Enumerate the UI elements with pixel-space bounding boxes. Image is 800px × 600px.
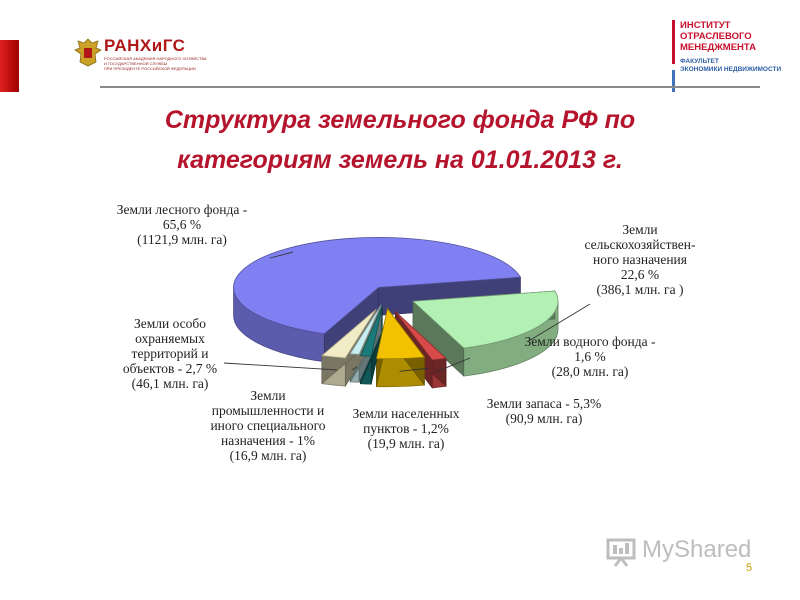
pie-tops [233,237,559,361]
pie-label-industry: Земли промышленности и иного специального н… [210,388,325,463]
pie-label-settlements: Земли населенных пунктов - 1,2% (19,9 млн.… [353,406,460,451]
pie-label-industry-line-5: (16,9 млн. га) [230,448,307,463]
page-number: 5 [746,562,753,574]
institute-line-3: МЕНЕДЖМЕНТА [680,42,756,53]
accent-bar [0,40,19,92]
header-divider [100,86,760,88]
pie-slice-industry [349,304,382,355]
pie-leader-reserve [399,367,431,372]
pie-label-reserve-line-2: (90,9 млн. га) [506,411,583,426]
pie-label-reserve: Земли запаса - 5,3% (90,9 млн. га) [487,396,602,426]
pie-label-agricultural-line-4: 22,6 % [621,267,659,282]
ranepa-logo-sub-1: РОССИЙСКАЯ АКАДЕМИЯ НАРОДНОГО ХОЗЯЙСТВА [104,56,207,61]
pie-labels: Земли лесного фонда -65,6 % (1121,9 млн. … [117,202,696,463]
institute-line-1: ИНСТИТУТ [680,20,731,31]
pie-label-forest-line-2: 65,6 % [163,217,201,232]
ranepa-logo: РАНХиГС РОССИЙСКАЯ АКАДЕМИЯ НАРОДНОГО ХО… [74,34,207,74]
pie-label-protected-line-3: территорий и [132,346,209,361]
pie-slice-forest [233,237,522,335]
eagle-emblem-icon [74,38,102,67]
faculty-line-2: ЭКОНОМИКИ НЕДВИЖИМОСТИ [680,66,782,73]
myshared-watermark: MyShared [604,534,764,570]
pie-label-protected-line-1: Земли особо [134,316,206,331]
pie-label-water-line-1: Земли водного фонда - [525,334,656,349]
slide-title-line-1: Структура земельного фонда РФ по [164,106,636,134]
pie-slice-water [394,311,447,361]
pie-label-industry-line-3: иного специального [210,418,325,433]
pie-label-agricultural-line-5: (386,1 млн. га ) [597,282,684,297]
ranepa-logo-sub-2: И ГОСУДАРСТВЕННОЙ СЛУЖБЫ [104,61,168,66]
pie-slice-agricultural [412,290,559,349]
pie-leader-water [435,357,471,373]
pie-label-settlements-line-2: пунктов - 1,2% [363,421,449,436]
slide-title: Структура земельного фонда РФ по категор… [60,100,740,180]
pie-label-agricultural-line-2: сельскохозяйствен- [585,237,696,252]
pie-slice-reserve [376,307,426,360]
pie-label-protected-line-5: (46,1 млн. га) [132,376,209,391]
ranepa-logo-sub-3: ПРИ ПРЕЗИДЕНТЕ РОССИЙСКОЙ ФЕДЕРАЦИИ [104,66,196,71]
pie-leader-agricultural [529,303,591,341]
faculty-line-1: ФАКУЛЬТЕТ [680,58,719,65]
pie-label-protected-line-2: охраняемых [135,331,205,346]
presentation-icon [606,538,636,567]
pie-label-agricultural: Земли сельскохозяйствен-ного назначения 22… [585,222,696,297]
pie-label-forest: Земли лесного фонда -65,6 % (1121,9 млн. … [117,202,248,247]
institute-logo: ИНСТИТУТ ОТРАСЛЕВОГО МЕНЕДЖМЕНТА ФАКУЛЬТ… [672,18,792,92]
pie-label-water-line-3: (28,0 млн. га) [552,364,629,379]
watermark-text: MyShared [642,536,752,563]
pie-label-agricultural-line-3: ного назначения [593,252,687,267]
pie-label-forest-line-3: (1121,9 млн. га) [137,232,227,247]
pie-label-protected-line-4: объектов - 2,7 % [123,361,217,376]
pie-label-industry-line-4: назначения - 1% [221,433,315,448]
pie-label-industry-line-2: промышленности и [212,403,324,418]
pie-leader-forest [269,251,294,259]
pie-slice-protected [320,308,377,359]
pie-leader-industry [351,366,357,371]
pie-label-agricultural-line-1: Земли [622,222,657,237]
pie-label-industry-line-1: Земли [250,388,285,403]
pie-label-settlements-line-1: Земли населенных [353,406,460,421]
pie-label-protected: Земли особо охраняемых территорий и объекто… [123,316,217,391]
logo-blue-bar [672,70,675,92]
pie-leader-settlements [367,368,373,371]
pie-label-water: Земли водного фонда -1,6 % (28,0 млн. га) [525,334,656,379]
pie-slice-settlements [359,306,383,357]
pie-leader-protected [223,362,337,371]
logo-red-bar [672,20,675,64]
pie-label-forest-line-1: Земли лесного фонда - [117,202,248,217]
pie-label-reserve-line-1: Земли запаса - 5,3% [487,396,602,411]
ranepa-logo-name: РАНХиГС [104,36,186,55]
pie-label-water-line-2: 1,6 % [574,349,606,364]
institute-line-2: ОТРАСЛЕВОГО [680,31,752,42]
pie-label-settlements-line-3: (19,9 млн. га) [368,436,445,451]
slide-title-line-2: категориям земель на 01.01.2013 г. [177,146,623,174]
